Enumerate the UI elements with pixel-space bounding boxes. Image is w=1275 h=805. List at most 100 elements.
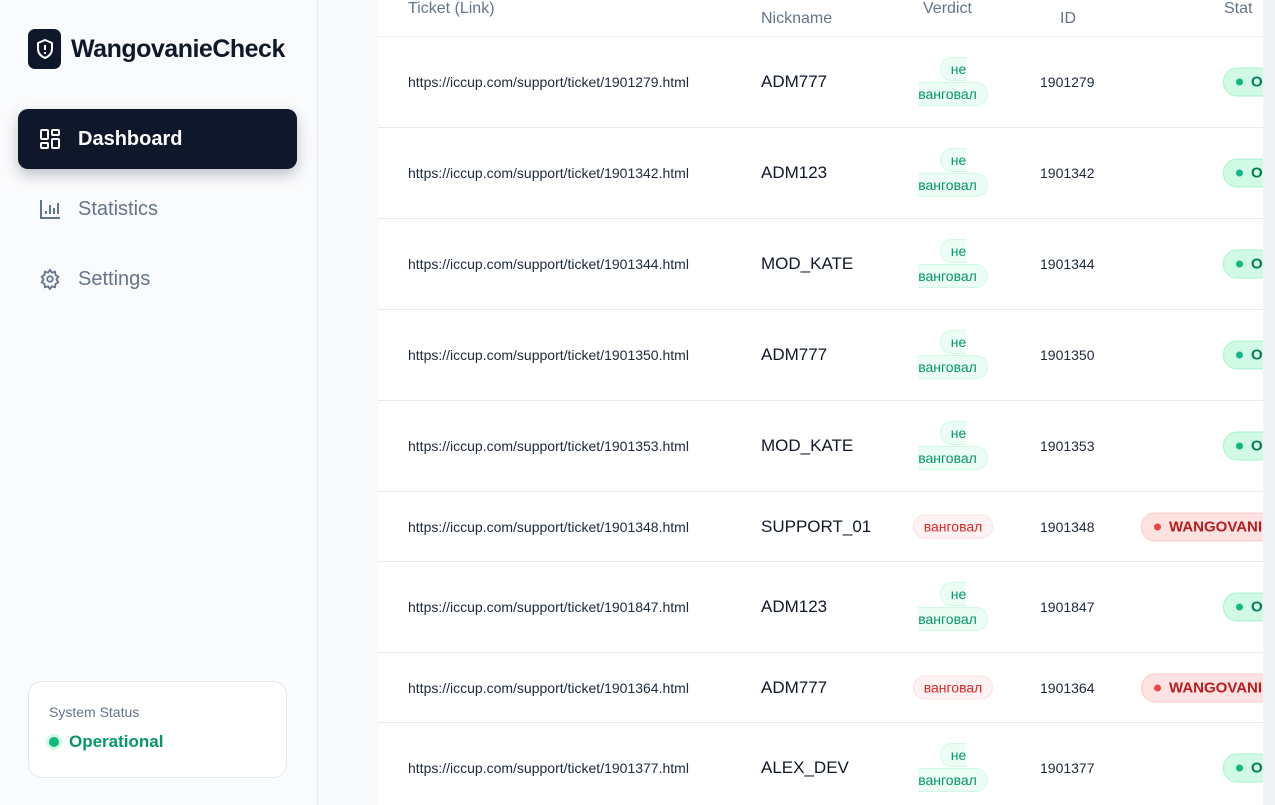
- header-id[interactable]: ID: [1060, 10, 1076, 27]
- brand[interactable]: WangovanieCheck: [28, 29, 285, 69]
- table-row: https://iccup.com/support/ticket/1901279…: [378, 37, 1263, 128]
- replay-id: 1901364: [1040, 679, 1095, 696]
- status-badge: O: [1223, 158, 1263, 188]
- nickname: ADM123: [761, 597, 828, 616]
- nickname: SUPPORT_01: [761, 516, 872, 536]
- nickname: ADM777: [761, 677, 828, 697]
- sidebar-item-label: Settings: [78, 267, 151, 290]
- ticket-link[interactable]: https://iccup.com/support/ticket/1901847…: [408, 599, 689, 615]
- sidebar-item-settings[interactable]: Settings: [18, 249, 297, 309]
- table-row: https://iccup.com/support/ticket/1901353…: [378, 401, 1263, 492]
- status-dot-icon: [1236, 764, 1243, 772]
- system-status-card: System Status Operational: [28, 681, 287, 778]
- scrollbar[interactable]: [1263, 0, 1275, 805]
- status-dot-icon: [1154, 684, 1161, 691]
- replay-id: 1901344: [1040, 256, 1095, 272]
- table-header: Ticket (Link) Nickname Verdict ID Stat: [378, 0, 1263, 37]
- status-text: O: [1251, 759, 1263, 777]
- sidebar-item-statistics[interactable]: Statistics: [18, 179, 297, 239]
- sidebar-item-label: Dashboard: [78, 127, 183, 150]
- nickname: ALEX_DEV: [761, 758, 849, 777]
- sidebar: WangovanieCheck Dashboard Statistics Set…: [0, 0, 318, 805]
- nickname: ADM123: [761, 163, 828, 182]
- replay-id: 1901342: [1040, 165, 1095, 181]
- status-badge: WANGOVANI: [1141, 673, 1263, 702]
- sidebar-nav: Dashboard Statistics Settings: [18, 109, 297, 319]
- status-badge: O: [1223, 753, 1263, 783]
- nickname: MOD_KATE: [761, 254, 854, 273]
- status-text: O: [1251, 255, 1263, 273]
- verdict-cell: не ванговал: [906, 148, 1000, 198]
- verdict-badge: не ванговал: [918, 421, 988, 470]
- ticket-link[interactable]: https://iccup.com/support/ticket/1901344…: [408, 256, 689, 272]
- verdict-badge: не ванговал: [918, 743, 988, 792]
- table-row: https://iccup.com/support/ticket/1901350…: [378, 310, 1263, 401]
- status-text: O: [1251, 346, 1263, 364]
- status-dot-icon: [1236, 351, 1243, 359]
- verdict-badge: не ванговал: [918, 148, 988, 197]
- status-badge: O: [1223, 67, 1263, 97]
- header-nickname[interactable]: Nickname: [761, 10, 833, 27]
- status-badge: O: [1223, 340, 1263, 370]
- replay-id: 1901353: [1040, 438, 1095, 454]
- verdict-cell: не ванговал: [906, 421, 1000, 471]
- table-row: https://iccup.com/support/ticket/1901377…: [378, 723, 1263, 805]
- dashboard-icon: [40, 129, 60, 149]
- status-text: O: [1251, 598, 1263, 616]
- table-row: https://iccup.com/support/ticket/1901342…: [378, 128, 1263, 219]
- replay-id: 1901348: [1040, 518, 1095, 535]
- verdict-cell: не ванговал: [906, 239, 1000, 289]
- verdict-cell: не ванговал: [906, 743, 1000, 793]
- table-row: https://iccup.com/support/ticket/1901847…: [378, 562, 1263, 653]
- status-text: WANGOVANI: [1169, 518, 1263, 535]
- verdict-badge: не ванговал: [918, 239, 988, 288]
- ticket-link[interactable]: https://iccup.com/support/ticket/1901350…: [408, 347, 689, 363]
- tickets-table: Ticket (Link) Nickname Verdict ID Stat h…: [378, 0, 1263, 805]
- header-status[interactable]: Stat: [1224, 0, 1253, 17]
- status-badge: O: [1223, 431, 1263, 461]
- nickname: ADM777: [761, 72, 828, 91]
- status-dot-icon: [1236, 78, 1243, 86]
- verdict-cell: не ванговал: [906, 582, 1000, 632]
- replay-id: 1901350: [1040, 347, 1095, 363]
- nickname: ADM777: [761, 345, 828, 364]
- verdict-cell: не ванговал: [906, 330, 1000, 380]
- status-dot-icon: [1236, 603, 1243, 611]
- status-text: WANGOVANI: [1169, 679, 1263, 696]
- ticket-link[interactable]: https://iccup.com/support/ticket/1901279…: [408, 74, 689, 90]
- verdict-cell: ванговал: [906, 514, 1000, 539]
- status-text: O: [1251, 164, 1263, 182]
- verdict-badge: не ванговал: [918, 57, 988, 106]
- bar-chart-icon: [40, 200, 60, 219]
- system-status-label: System Status: [49, 704, 140, 720]
- status-dot-icon: [1236, 442, 1243, 450]
- status-badge: WANGOVANI: [1141, 512, 1263, 541]
- status-dot-icon: [1154, 523, 1161, 530]
- nickname: MOD_KATE: [761, 436, 854, 455]
- ticket-link[interactable]: https://iccup.com/support/ticket/1901364…: [408, 679, 689, 696]
- status-dot-icon: [1236, 169, 1243, 177]
- verdict-badge: не ванговал: [918, 582, 988, 631]
- sidebar-item-dashboard[interactable]: Dashboard: [18, 109, 297, 169]
- header-verdict[interactable]: Verdict: [923, 0, 972, 17]
- replay-id: 1901279: [1040, 74, 1095, 90]
- shield-alert-icon: [28, 29, 61, 69]
- replay-id: 1901377: [1040, 760, 1095, 776]
- table-row: https://iccup.com/support/ticket/1901348…: [378, 492, 1263, 562]
- verdict-cell: не ванговал: [906, 57, 1000, 107]
- verdict-cell: ванговал: [906, 675, 1000, 700]
- replay-id: 1901847: [1040, 599, 1095, 615]
- system-status-value: Operational: [69, 732, 164, 751]
- ticket-link[interactable]: https://iccup.com/support/ticket/1901342…: [408, 165, 689, 181]
- verdict-badge: ванговал: [912, 675, 994, 699]
- verdict-badge: ванговал: [912, 514, 994, 538]
- header-ticket[interactable]: Ticket (Link): [408, 0, 495, 17]
- status-badge: O: [1223, 249, 1263, 279]
- status-text: O: [1251, 73, 1263, 91]
- ticket-link[interactable]: https://iccup.com/support/ticket/1901377…: [408, 760, 689, 776]
- gear-icon: [40, 268, 60, 290]
- ticket-link[interactable]: https://iccup.com/support/ticket/1901348…: [408, 518, 689, 535]
- status-dot-icon: [1236, 260, 1243, 268]
- verdict-badge: не ванговал: [918, 330, 988, 379]
- ticket-link[interactable]: https://iccup.com/support/ticket/1901353…: [408, 438, 689, 454]
